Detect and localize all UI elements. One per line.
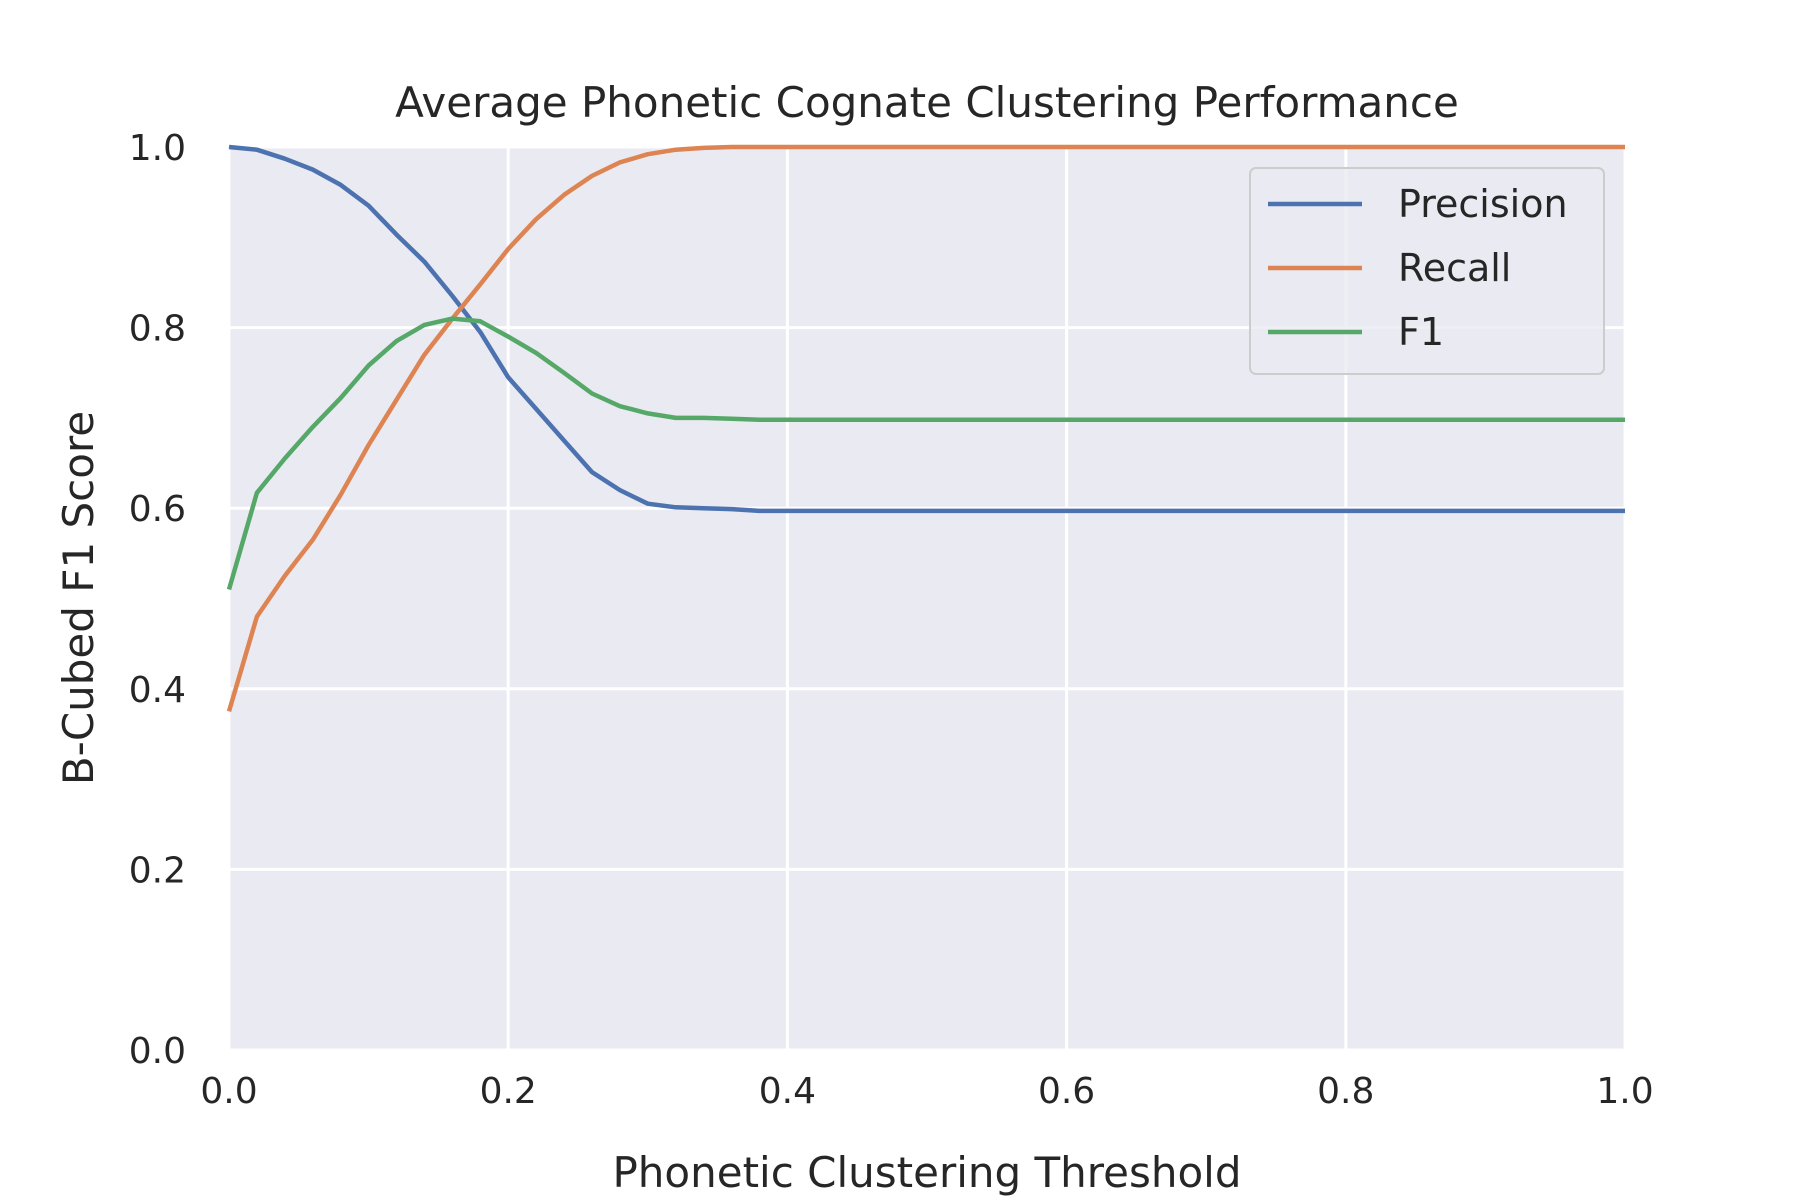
legend-label-f1: F1 [1398,310,1444,354]
y-tick-label: 0.2 [129,850,186,891]
x-tick-labels: 0.0 0.2 0.4 0.6 0.8 1.0 [200,1071,1653,1112]
x-tick-label: 0.4 [759,1071,816,1112]
y-axis-label: B-Cubed F1 Score [54,411,103,785]
legend-label-recall: Recall [1398,246,1511,290]
legend: Precision Recall F1 [1249,167,1605,375]
y-tick-label: 1.0 [129,128,186,169]
legend-frame [1249,167,1605,375]
x-tick-label: 0.8 [1317,1071,1374,1112]
y-tick-labels: 0.0 0.2 0.4 0.6 0.8 1.0 [129,128,186,1072]
y-tick-label: 0.0 [129,1031,186,1072]
series-line-precision [228,144,1625,514]
series-lines [226,144,1625,713]
x-tick-label: 0.6 [1038,1071,1095,1112]
legend-label-precision: Precision [1398,182,1568,226]
x-tick-label: 0.2 [480,1071,537,1112]
y-tick-label: 0.8 [129,309,186,350]
y-tick-label: 0.4 [129,670,186,711]
x-tick-label: 1.0 [1596,1071,1653,1112]
x-axis-label: Phonetic Clustering Threshold [612,1148,1241,1197]
x-tick-label: 0.0 [200,1071,257,1112]
series-line-recall [226,144,1625,713]
chart-title: Average Phonetic Cognate Clustering Perf… [395,78,1459,127]
y-tick-label: 0.6 [129,489,186,530]
series-line-f1 [226,316,1625,591]
